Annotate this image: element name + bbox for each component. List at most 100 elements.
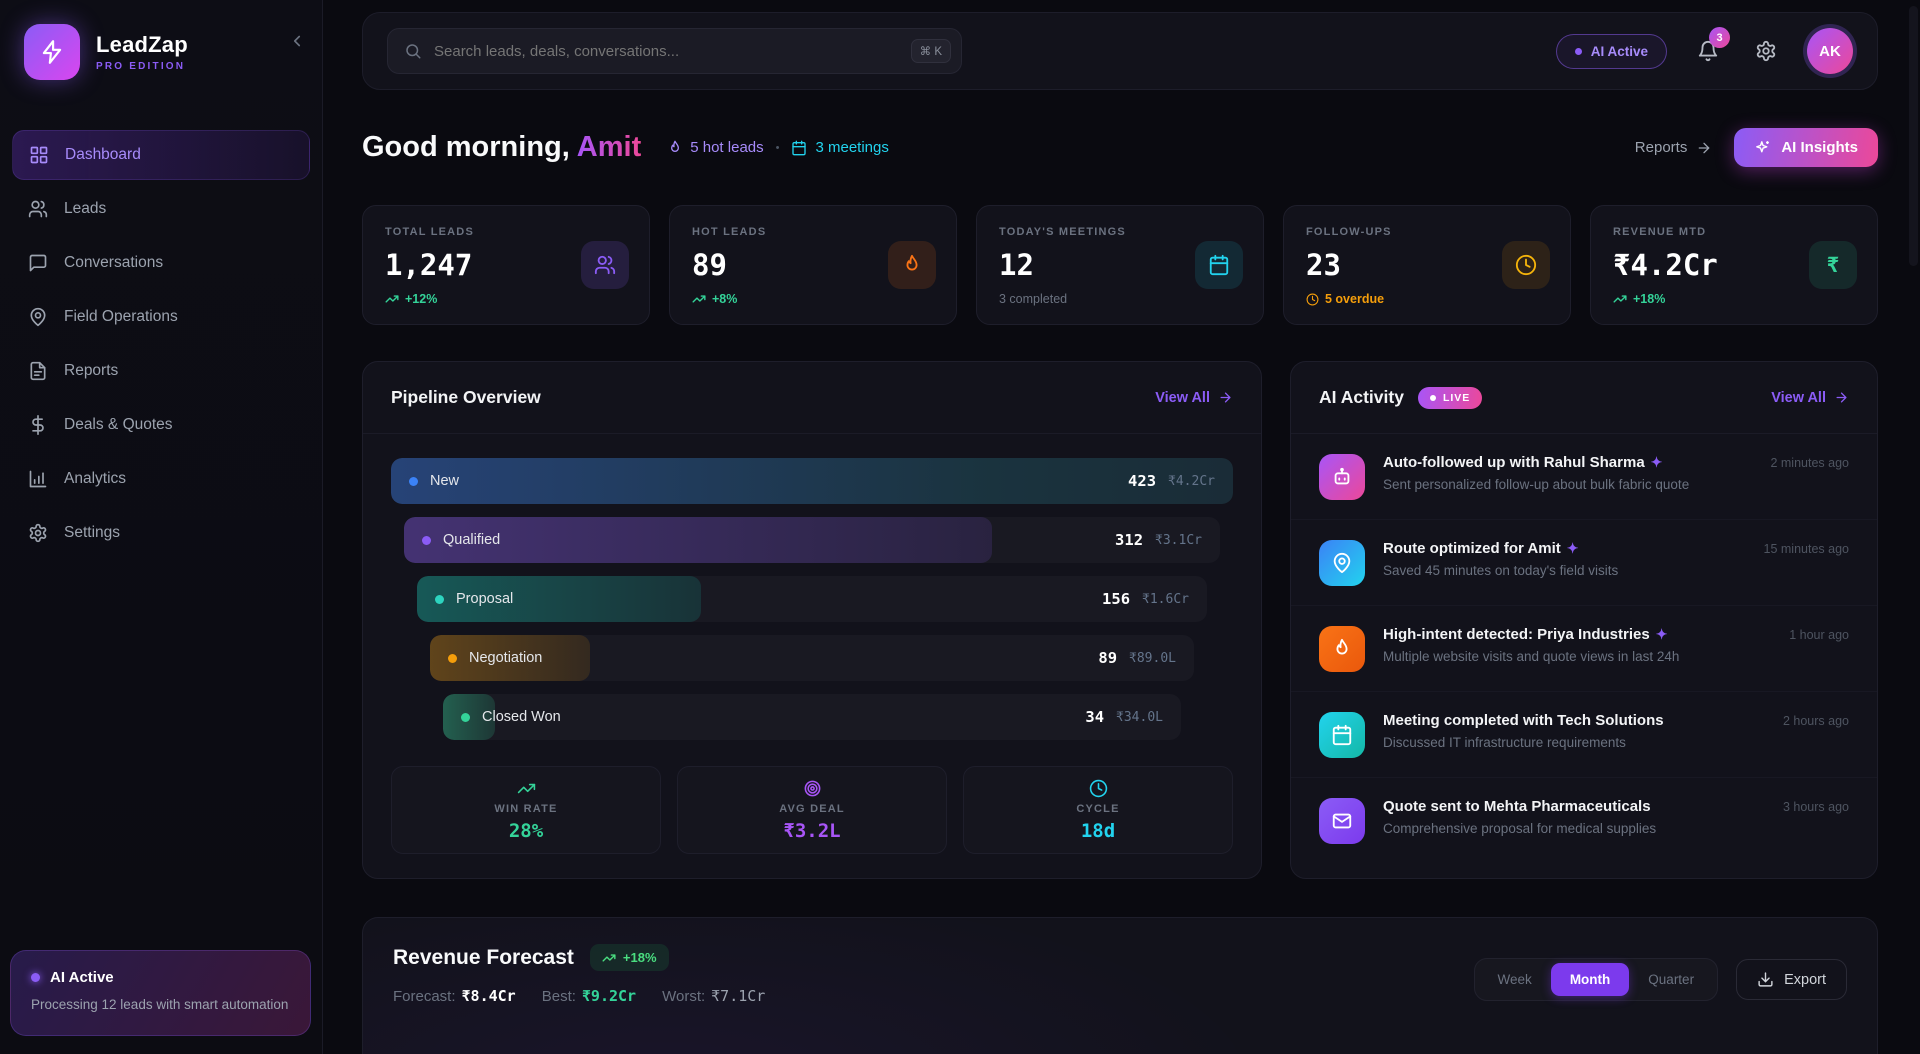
pipeline-title: Pipeline Overview: [391, 387, 541, 407]
stat-card-revenue-mtd[interactable]: REVENUE MTD ₹4.2Cr +18% ₹: [1590, 205, 1878, 325]
calendar-icon: [1195, 241, 1243, 289]
pipeline-stage-negotiation[interactable]: Negotiation 89 ₹89.0L: [430, 635, 1194, 681]
bar-chart-icon: [29, 470, 47, 488]
hot-leads-stat: 5 hot leads: [667, 139, 764, 156]
ai-active-dot: [1574, 47, 1582, 55]
sidebar-item-analytics[interactable]: Analytics: [12, 454, 310, 504]
avatar[interactable]: AK: [1807, 28, 1853, 74]
bot-icon: [1319, 454, 1365, 500]
stage-count: 89: [1098, 649, 1118, 667]
search-box[interactable]: ⌘ K: [387, 28, 962, 74]
sidebar-item-field-operations[interactable]: Field Operations: [12, 292, 310, 342]
pipeline-stage-proposal[interactable]: Proposal 156 ₹1.6Cr: [417, 576, 1207, 622]
meetings-label: 3 meetings: [815, 139, 889, 156]
stage-dot: [461, 712, 470, 722]
sidebar: LeadZap PRO EDITION Dashboard Leads Conv…: [0, 0, 323, 1054]
metric-value: 18d: [1080, 819, 1116, 842]
metric-value: ₹3.2L: [783, 819, 841, 842]
pipeline-stage-closed-won[interactable]: Closed Won 34 ₹34.0L: [443, 694, 1181, 740]
stat-label: TODAY'S MEETINGS: [999, 226, 1126, 238]
period-month-button[interactable]: Month: [1550, 963, 1630, 996]
stat-card-hot-leads[interactable]: HOT LEADS 89 +8%: [669, 205, 957, 325]
period-toggle: Week Month Quarter: [1473, 958, 1719, 1001]
activity-timestamp: 2 hours ago: [1782, 714, 1849, 728]
sidebar-item-conversations[interactable]: Conversations: [12, 238, 310, 288]
stage-amount: ₹89.0L: [1129, 650, 1176, 666]
sidebar-item-settings[interactable]: Settings: [12, 508, 310, 558]
notifications-button[interactable]: 3: [1693, 27, 1730, 66]
app-logo-row: LeadZap PRO EDITION: [0, 0, 322, 104]
activity-description: Saved 45 minutes on today's field visits: [1383, 563, 1619, 578]
stage-dot: [409, 476, 418, 486]
forecast-value: Forecast: ₹8.4Cr: [393, 987, 516, 1005]
period-week-button[interactable]: Week: [1479, 963, 1551, 996]
main-content: ⌘ K AI Active 3 AK Good morning, Amit 5 …: [323, 0, 1920, 1054]
pipeline-stage-qualified[interactable]: Qualified 312 ₹3.1Cr: [404, 517, 1220, 563]
metric-cycle: CYCLE 18d: [963, 766, 1233, 854]
activity-description: Discussed IT infrastructure requirements: [1383, 735, 1626, 750]
sidebar-item-label: Conversations: [64, 254, 164, 271]
page-scrollbar[interactable]: [1909, 6, 1918, 266]
stage-count: 156: [1102, 590, 1131, 608]
rupee-icon: ₹: [1809, 241, 1857, 289]
stage-dot: [435, 594, 444, 604]
forecast-title: Revenue Forecast: [393, 945, 574, 969]
sidebar-item-leads[interactable]: Leads: [12, 184, 310, 234]
activity-item[interactable]: High-intent detected: Priya Industries ✦ …: [1291, 605, 1877, 691]
users-icon: [581, 241, 629, 289]
stage-dot: [422, 535, 431, 545]
stat-value: ₹4.2Cr: [1613, 248, 1718, 282]
activity-view-all-link[interactable]: View All: [1771, 390, 1849, 406]
map-pin-icon: [1319, 540, 1365, 586]
app-edition: PRO EDITION: [96, 61, 186, 72]
metric-label: WIN RATE: [494, 802, 558, 815]
sidebar-item-deals-quotes[interactable]: Deals & Quotes: [12, 400, 310, 450]
search-input[interactable]: [434, 42, 899, 60]
target-icon: [804, 780, 820, 796]
reports-link[interactable]: Reports: [1635, 139, 1713, 156]
activity-timestamp: 3 hours ago: [1782, 800, 1849, 814]
ai-widget-title: AI Active: [50, 969, 114, 987]
activity-title: High-intent detected: Priya Industries ✦: [1383, 626, 1668, 643]
gear-icon: [29, 523, 47, 543]
metric-avg-deal: AVG DEAL ₹3.2L: [677, 766, 947, 854]
stat-card-todays-meetings[interactable]: TODAY'S MEETINGS 12 3 completed: [976, 205, 1264, 325]
settings-button[interactable]: [1751, 36, 1781, 66]
pipeline-view-all-link[interactable]: View All: [1155, 390, 1233, 406]
activity-item[interactable]: Auto-followed up with Rahul Sharma ✦ Sent…: [1291, 434, 1877, 519]
sidebar-item-reports[interactable]: Reports: [12, 346, 310, 396]
sidebar-collapse-button[interactable]: [288, 32, 306, 50]
stat-warning: 5 overdue: [1306, 292, 1548, 306]
trending-up-icon: [692, 295, 706, 303]
document-icon: [30, 361, 46, 381]
grid-icon: [30, 146, 48, 164]
pipeline-stage-new[interactable]: New 423 ₹4.2Cr: [391, 458, 1233, 504]
download-icon: [1758, 972, 1773, 987]
clock-icon: [1502, 241, 1550, 289]
export-button[interactable]: Export: [1736, 959, 1847, 1000]
activity-title: Quote sent to Mehta Pharmaceuticals: [1383, 798, 1651, 815]
stat-card-total-leads[interactable]: TOTAL LEADS 1,247 +12%: [362, 205, 650, 325]
pipeline-overview-panel: Pipeline Overview View All New 423 ₹4.2C…: [362, 361, 1262, 879]
trending-up-icon: [385, 295, 399, 303]
ai-active-pill[interactable]: AI Active: [1555, 33, 1667, 69]
gear-icon: [1756, 40, 1776, 62]
activity-item[interactable]: Meeting completed with Tech Solutions Di…: [1291, 691, 1877, 777]
sidebar-item-dashboard[interactable]: Dashboard: [12, 130, 310, 180]
activity-item[interactable]: Quote sent to Mehta Pharmaceuticals Comp…: [1291, 777, 1877, 863]
stat-card-follow-ups[interactable]: FOLLOW-UPS 23 5 overdue: [1283, 205, 1571, 325]
metric-label: AVG DEAL: [779, 802, 845, 815]
activity-item[interactable]: Route optimized for Amit ✦ Saved 45 minut…: [1291, 519, 1877, 605]
app-name: LeadZap: [96, 32, 188, 57]
sidebar-item-label: Leads: [64, 200, 107, 217]
greeting-name: Amit: [576, 131, 642, 163]
chat-icon: [29, 254, 47, 272]
stage-name: Negotiation: [469, 650, 543, 666]
metric-win-rate: WIN RATE 28%: [391, 766, 661, 854]
activity-description: Comprehensive proposal for medical suppl…: [1383, 821, 1657, 836]
ai-active-label: AI Active: [1590, 43, 1648, 59]
period-quarter-button[interactable]: Quarter: [1629, 963, 1713, 996]
ai-insights-button[interactable]: AI Insights: [1734, 128, 1878, 167]
activity-description: Sent personalized follow-up about bulk f…: [1383, 477, 1690, 492]
stat-label: REVENUE MTD: [1613, 226, 1707, 238]
